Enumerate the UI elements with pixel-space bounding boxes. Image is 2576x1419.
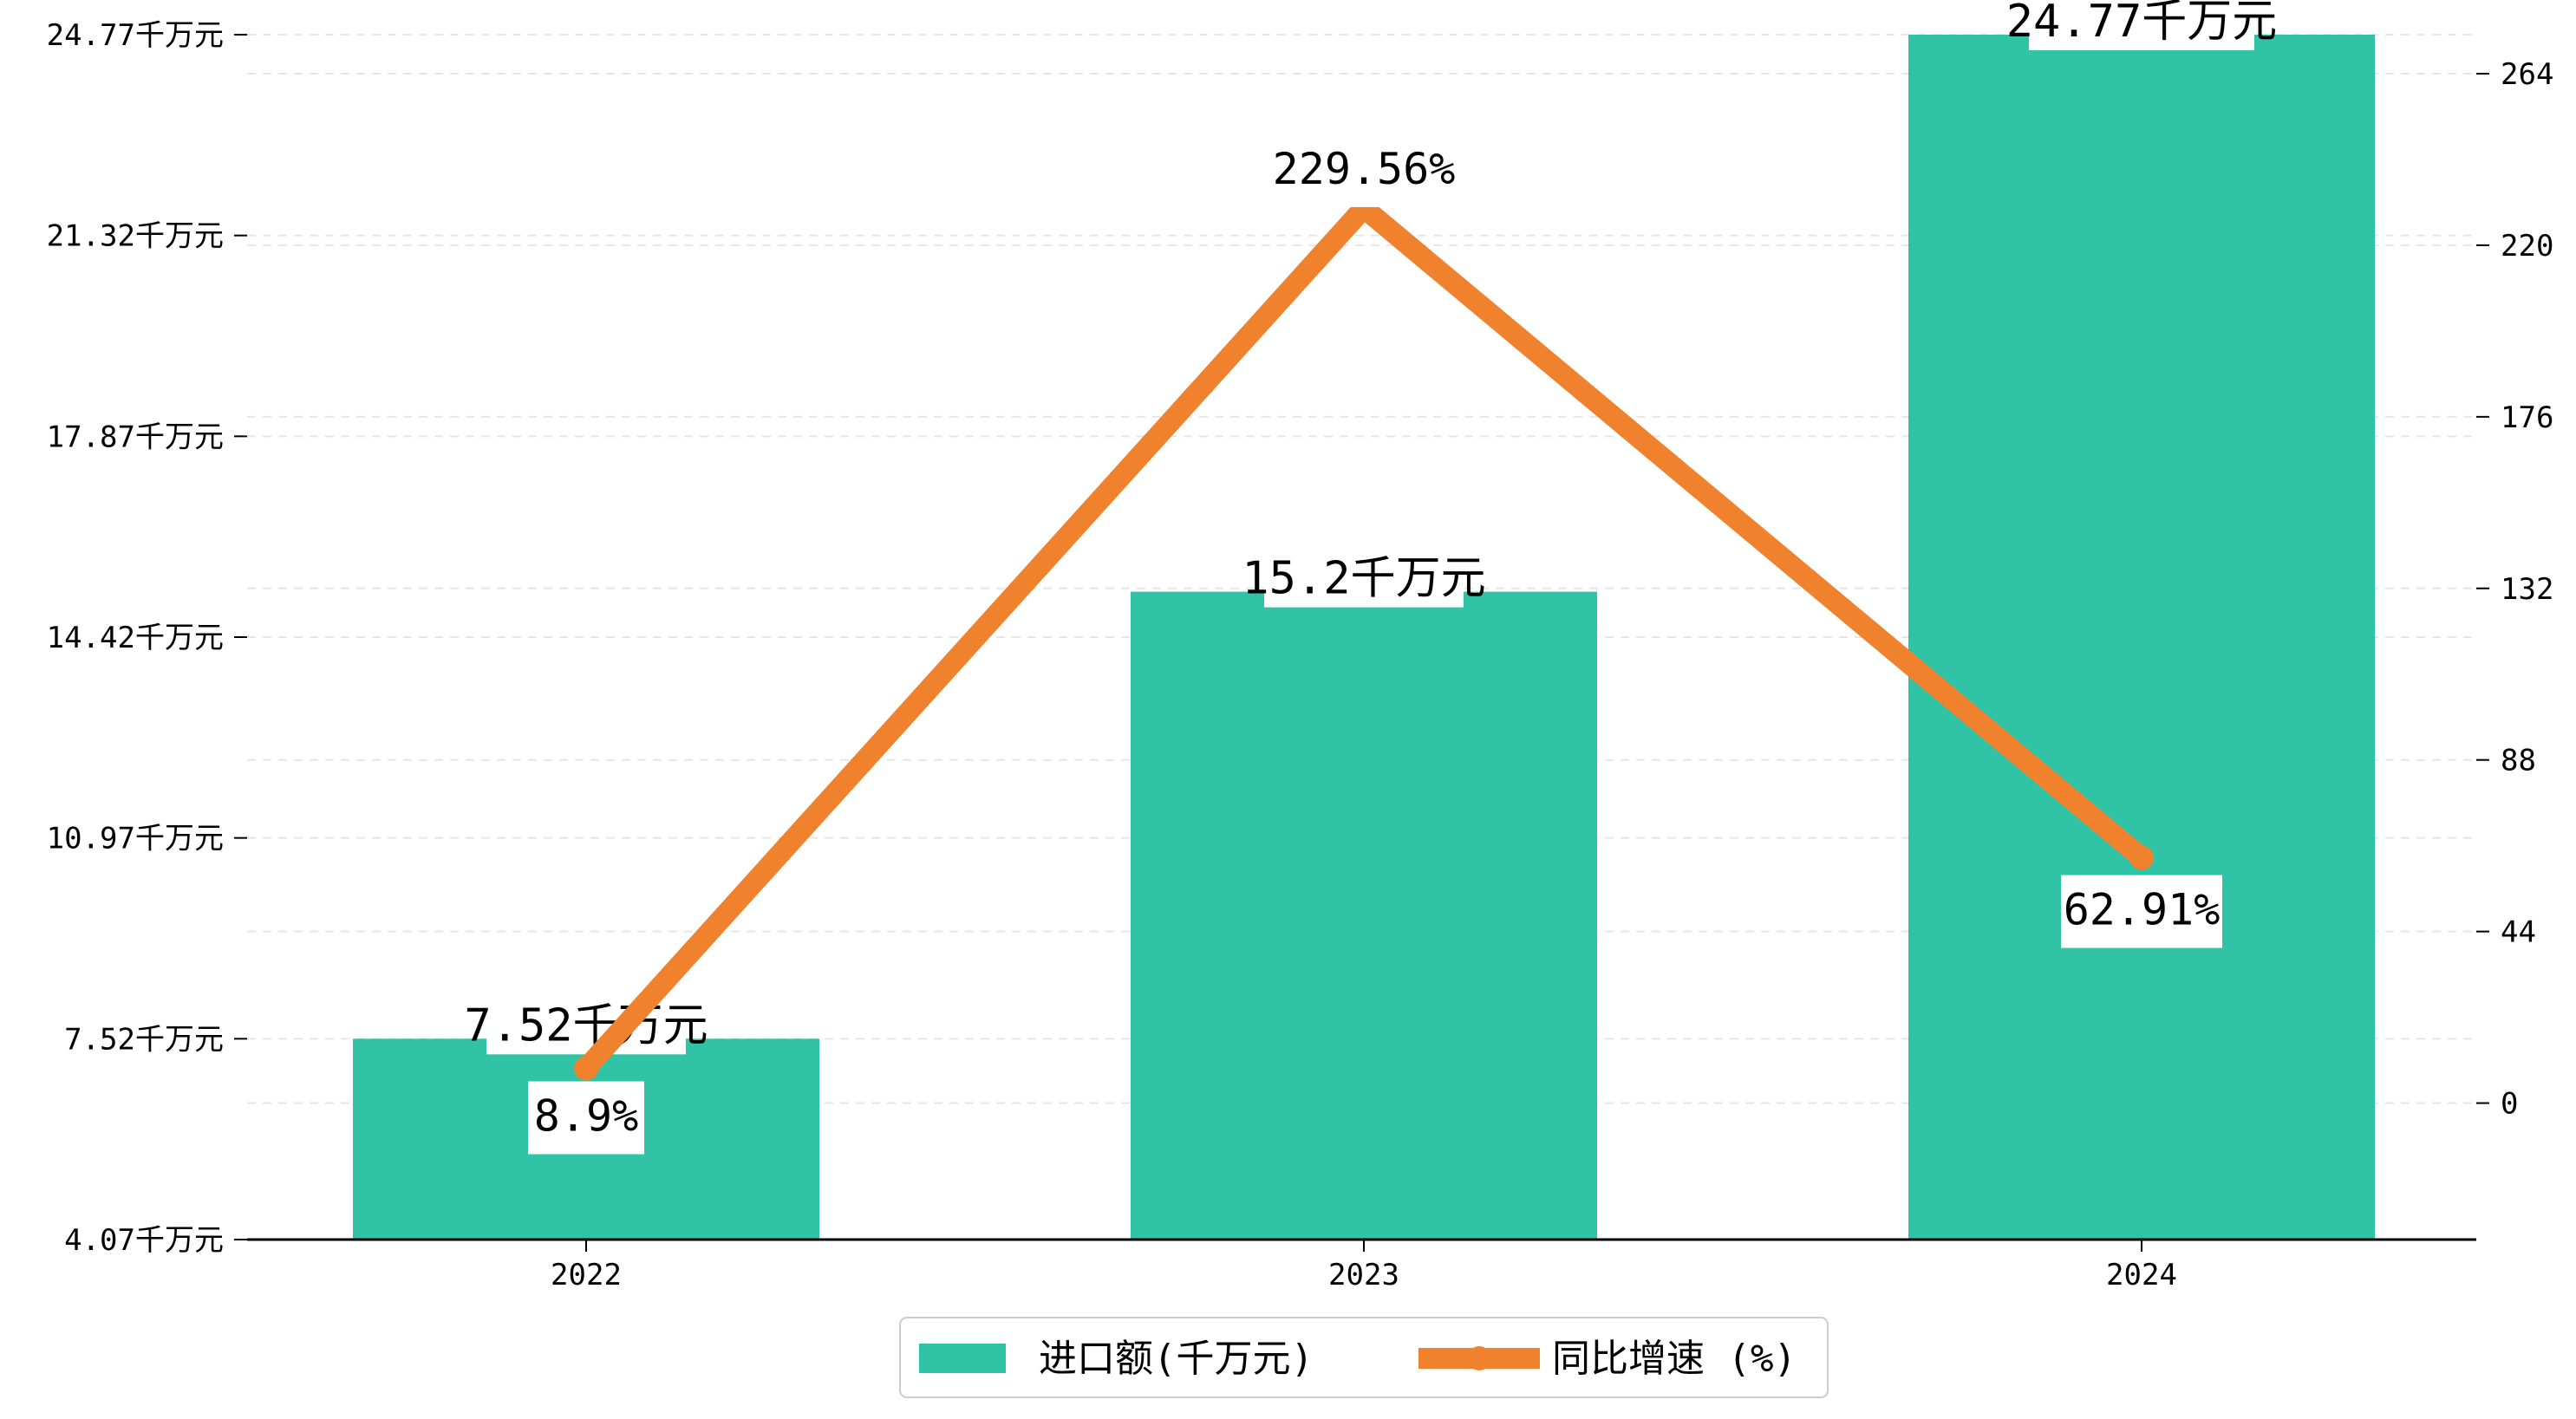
- growth-point-2022: [574, 1056, 598, 1081]
- y-right-tick-label: 264: [2501, 57, 2553, 92]
- y-right-tick-label: 132: [2501, 572, 2553, 607]
- y-left-tick-label: 4.07千万元: [64, 1223, 224, 1258]
- y-right-tick-label: 220: [2501, 229, 2553, 264]
- legend-swatch-marker: [1467, 1346, 1491, 1370]
- legend-label-bar: 进口额(千万元): [1039, 1337, 1314, 1381]
- growth-point-2024: [2129, 845, 2154, 870]
- growth-value-label: 8.9%: [534, 1091, 638, 1142]
- legend-swatch-bar: [919, 1344, 1006, 1373]
- x-tick-label: 2023: [1328, 1258, 1399, 1292]
- y-right-tick-label: 176: [2501, 400, 2553, 435]
- x-tick-label: 2022: [551, 1258, 622, 1292]
- y-right-tick-label: 44: [2501, 915, 2536, 950]
- legend-label-line: 同比增速 (%): [1552, 1337, 1797, 1381]
- y-left-tick-label: 10.97千万元: [47, 822, 224, 856]
- growth-value-label: 229.56%: [1273, 144, 1456, 194]
- y-left-tick-label: 7.52千万元: [64, 1022, 224, 1057]
- y-left-tick-label: 14.42千万元: [47, 621, 224, 655]
- y-left-tick-label: 24.77千万元: [47, 18, 224, 53]
- y-left-tick-label: 21.32千万元: [47, 219, 224, 254]
- bar-value-label-bg: [2029, 0, 2254, 50]
- y-left-tick-label: 17.87千万元: [47, 420, 224, 454]
- growth-value-label: 62.91%: [2064, 885, 2221, 935]
- bar-value-label: 7.52千万元: [464, 999, 708, 1051]
- bar-2024: [1908, 35, 2375, 1240]
- bar-value-label: 24.77千万元: [2006, 0, 2278, 48]
- y-right-tick-label: 88: [2501, 744, 2536, 778]
- growth-value-label-bg: [1272, 133, 1456, 207]
- bar-value-label-bg: [1264, 546, 1464, 608]
- growth-value-label-bg: [528, 1081, 644, 1155]
- bar-value-label: 15.2千万元: [1242, 553, 1485, 605]
- legend-box: [899, 1317, 1829, 1398]
- bar-2023: [1131, 591, 1597, 1240]
- growth-value-label-bg: [2061, 875, 2222, 948]
- y-right-tick-label: 0: [2501, 1087, 2518, 1122]
- x-tick-label: 2024: [2106, 1258, 2177, 1292]
